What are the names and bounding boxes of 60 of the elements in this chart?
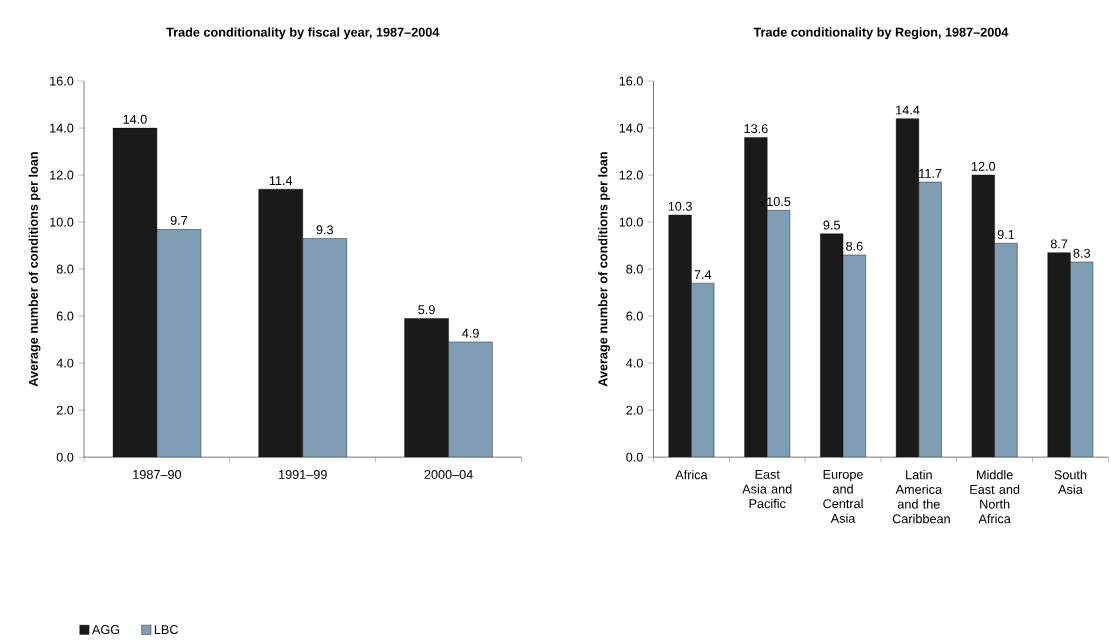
y-axis-title: Average number of conditions per loan	[598, 152, 610, 387]
bar	[448, 341, 493, 458]
y-tick-label: 12.0	[619, 170, 643, 180]
bar	[994, 243, 1018, 458]
x-tick-label: 2000–04	[424, 469, 473, 479]
y-tick-label: 6.0	[626, 311, 643, 321]
x-tick-label: Africa	[675, 469, 708, 480]
x-tick-label: East Asia and Pacific	[742, 469, 792, 509]
data-label: 9.5	[823, 220, 840, 230]
bar	[302, 238, 347, 458]
x-tick-label: 1991–99	[279, 469, 327, 479]
y-axis-title: Average number of conditions per loan	[28, 152, 41, 387]
y-tick-label: 6.0	[56, 311, 74, 321]
data-label: 12.0	[971, 161, 996, 171]
y-tick-label: 4.0	[626, 358, 643, 368]
y-tick-label: 10.0	[50, 217, 74, 227]
y-tick-label: 14.0	[619, 123, 643, 133]
y-tick-label: 12.0	[50, 170, 74, 180]
legend-label: AGG	[91, 625, 120, 634]
data-label: 14.4	[896, 105, 920, 115]
legend-label: LBC	[154, 625, 179, 634]
chart-title: Trade conditionality by Region, 1987–2004	[753, 27, 1009, 40]
y-tick-label: 8.0	[626, 264, 643, 274]
y-tick-label: 2.0	[626, 405, 643, 415]
data-label: 13.6	[744, 124, 768, 134]
data-label: 11.7	[919, 169, 942, 178]
y-tick-label: 14.0	[50, 123, 74, 133]
y-tick-label: 2.0	[56, 405, 74, 415]
y-tick-label: 16.0	[50, 76, 74, 86]
bar	[767, 210, 790, 458]
data-label: 8.7	[1050, 239, 1068, 249]
data-label: 9.7	[170, 215, 188, 225]
data-label: 7.4	[694, 270, 712, 279]
y-tick-label: 10.0	[619, 217, 643, 227]
bar	[1070, 261, 1094, 458]
x-tick-label: South Asia	[1054, 469, 1087, 494]
data-label: 9.3	[316, 225, 334, 235]
data-label: 8.6	[846, 241, 863, 251]
x-tick-label: Europe and Central Asia	[823, 469, 863, 523]
data-label: 5.9	[418, 305, 435, 315]
bar	[843, 254, 866, 458]
x-tick-label: 1987–90	[133, 469, 182, 479]
data-label: 4.9	[462, 328, 479, 338]
y-tick-label: 4.0	[56, 358, 74, 368]
data-label: 10.3	[668, 201, 692, 211]
data-label: 11.4	[269, 176, 293, 185]
bar	[156, 229, 201, 458]
data-label: 9.1	[997, 229, 1015, 239]
y-tick-label: 0.0	[56, 452, 74, 462]
y-tick-label: 16.0	[619, 76, 643, 86]
bar	[691, 283, 715, 458]
y-tick-label: 0.0	[626, 452, 643, 462]
x-tick-label: Middle East and North Africa	[970, 469, 1020, 524]
data-label: 10.5	[767, 197, 791, 206]
x-tick-label: Latin America and the Caribbean	[892, 469, 950, 524]
bar	[918, 182, 942, 458]
y-tick-label: 8.0	[56, 264, 74, 274]
data-label: 14.0	[123, 114, 147, 124]
chart-title: Trade conditionality by fiscal year, 1987–2004	[166, 27, 440, 40]
data-label: 8.3	[1073, 248, 1091, 258]
